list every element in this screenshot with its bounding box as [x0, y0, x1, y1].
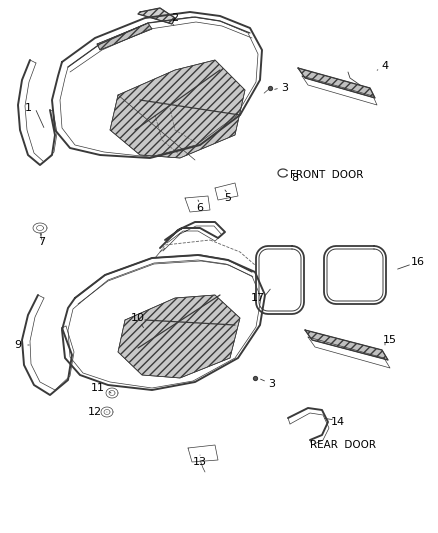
Text: 7: 7 — [39, 237, 46, 247]
Text: 5: 5 — [224, 193, 231, 203]
Text: 8: 8 — [291, 173, 298, 183]
Polygon shape — [297, 68, 374, 98]
Text: 17: 17 — [251, 293, 265, 303]
Text: 13: 13 — [193, 457, 207, 467]
Text: 11: 11 — [91, 383, 105, 393]
Text: REAR  DOOR: REAR DOOR — [309, 440, 375, 450]
Text: 9: 9 — [14, 340, 21, 350]
Text: 12: 12 — [88, 407, 102, 417]
Text: 6: 6 — [196, 203, 203, 213]
Text: FRONT  DOOR: FRONT DOOR — [290, 170, 363, 180]
Text: 3: 3 — [281, 83, 288, 93]
Text: 1: 1 — [25, 103, 32, 113]
Text: 15: 15 — [382, 335, 396, 345]
Polygon shape — [304, 330, 387, 360]
Text: 16: 16 — [410, 257, 424, 267]
Polygon shape — [118, 295, 240, 378]
Text: 2: 2 — [171, 13, 178, 23]
Polygon shape — [110, 60, 244, 158]
Text: 14: 14 — [330, 417, 344, 427]
Text: 3: 3 — [268, 379, 275, 389]
Text: 4: 4 — [381, 61, 388, 71]
Text: 10: 10 — [131, 313, 145, 323]
Polygon shape — [138, 8, 175, 24]
Polygon shape — [97, 23, 152, 50]
